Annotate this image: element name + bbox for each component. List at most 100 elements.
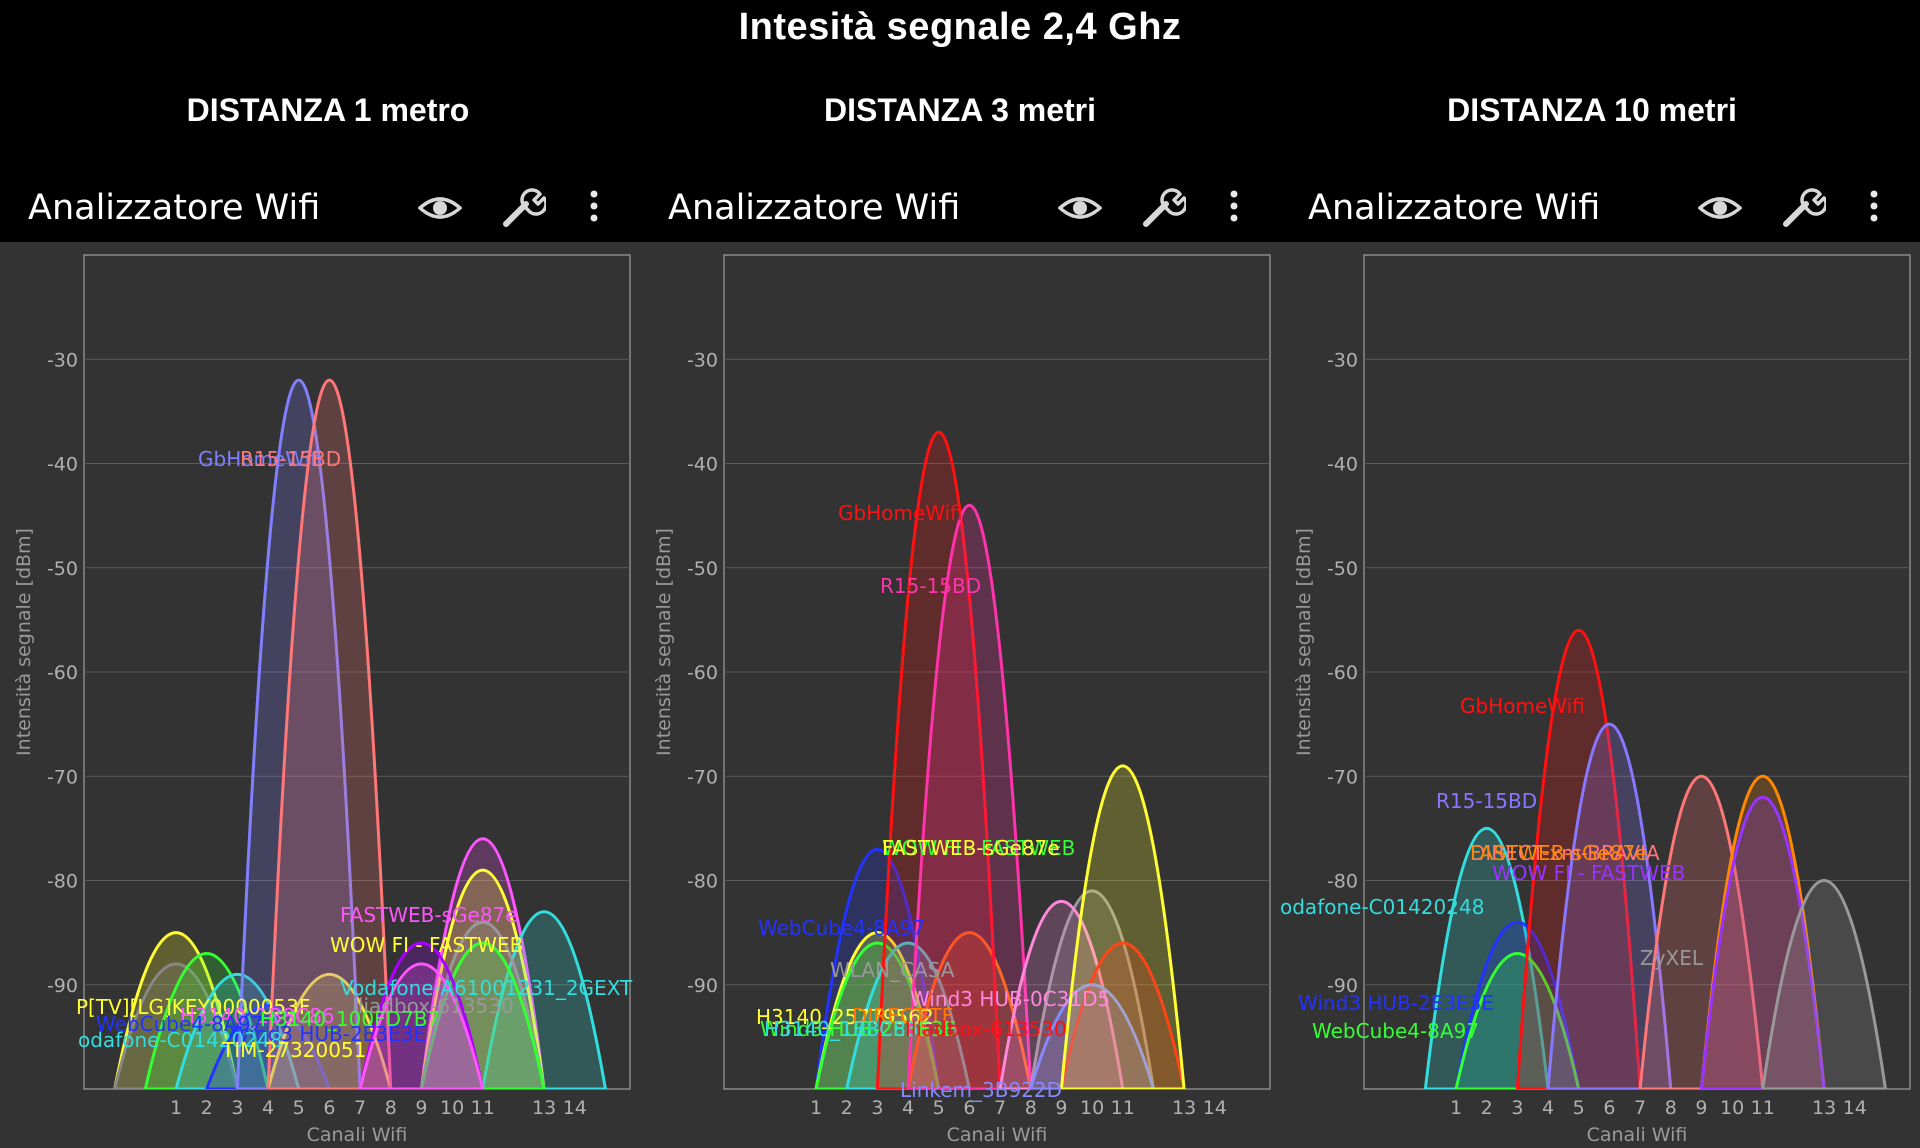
- x-tick-label: 2: [841, 1097, 853, 1119]
- signal-curve: [113, 931, 239, 1089]
- y-tick-label: -90: [687, 975, 718, 997]
- distance-label: DISTANZA 10 metri: [1447, 92, 1737, 128]
- more-vert-icon[interactable]: [1864, 188, 1904, 228]
- x-tick-label: 11: [1111, 1097, 1135, 1119]
- network-label: Wind3 HUB-2E3E3E: [1298, 991, 1494, 1015]
- distance-label: DISTANZA 1 metro: [186, 92, 470, 128]
- signal-curve: [266, 378, 393, 1089]
- y-tick-label: -70: [47, 766, 78, 788]
- x-tick-label: 10: [1720, 1097, 1744, 1119]
- signal-chart: -30 -40 -50 -60 -70 -80 -90 1 2 3 4 5 6 7 8 9 10 11 13 14 Ca…: [653, 254, 1271, 1146]
- network-label: TIM-27320051: [221, 1038, 366, 1062]
- y-tick-label: -30: [687, 349, 718, 371]
- x-tick-label: 14: [1843, 1097, 1867, 1119]
- x-tick-label: 6: [963, 1097, 975, 1119]
- y-tick-label: -30: [47, 349, 78, 371]
- x-tick-label: 13: [1812, 1097, 1836, 1119]
- y-tick-label: -80: [1327, 871, 1358, 893]
- signal-curve: [875, 431, 1002, 1089]
- network-label: odafone-C01420248: [78, 1028, 282, 1052]
- app-bar: Analizzatore Wifi: [0, 170, 640, 242]
- x-axis-title: Canali Wifi: [947, 1124, 1048, 1146]
- y-tick-label: -60: [47, 662, 78, 684]
- network-label: WOW FI - FASTWEB: [882, 836, 1075, 860]
- app-bar: Analizzatore Wifi: [1280, 170, 1920, 242]
- chart-area: -30 -40 -50 -60 -70 -80 -90 1 2 3 4 5 6 7 8 9 10 11 13 14 Ca…: [1280, 242, 1920, 1148]
- x-tick-label: 3: [871, 1097, 883, 1119]
- y-axis-title: Intensità segnale [dBm]: [653, 528, 675, 756]
- eye-icon[interactable]: [417, 188, 463, 228]
- network-label: GbHomeWifi: [1460, 694, 1585, 718]
- more-vert-icon[interactable]: [584, 188, 624, 228]
- y-tick-label: -80: [47, 871, 78, 893]
- network-label: WLAN_CASA: [830, 958, 955, 982]
- signal-curve: [814, 848, 941, 1089]
- wrench-icon[interactable]: [502, 188, 548, 228]
- network-label: Iliadbox-613530: [905, 1017, 1067, 1041]
- network-label: Wind3 HUB-0C31D5: [910, 987, 1110, 1011]
- network-label: Iliadbox-613530: [352, 994, 514, 1018]
- chart-area: -30 -40 -50 -60 -70 -80 -90 1 2 3 4 5 6 7 8 9 10 11 13 14 Ca…: [640, 242, 1280, 1148]
- x-tick-label: 4: [902, 1097, 914, 1119]
- wrench-icon[interactable]: [1142, 188, 1188, 228]
- network-label: Wind3 HUB-2E3E3E: [230, 1022, 426, 1046]
- y-tick-label: -90: [47, 975, 78, 997]
- signal-curve: [1454, 952, 1581, 1089]
- network-label: P[TV][LG]KEY0000053F: [76, 995, 310, 1019]
- panel-1m: DISTANZA 1 metro Analizzatore Wifi -30 -4…: [0, 92, 640, 1148]
- signal-chart: -30 -40 -50 -60 -70 -80 -90 1 2 3 4 5 6 7 8 9 10 11 13 14 Ca…: [1280, 254, 1911, 1146]
- eye-icon[interactable]: [1057, 188, 1103, 228]
- x-tick-label: 2: [1481, 1097, 1493, 1119]
- x-tick-label: 4: [262, 1097, 274, 1119]
- x-tick-label: 14: [563, 1097, 587, 1119]
- signal-curve: [814, 941, 941, 1089]
- x-tick-label: 1: [1450, 1097, 1462, 1119]
- x-axis-title: Canali Wifi: [1587, 1124, 1688, 1146]
- panel-3m: DISTANZA 3 metri Analizzatore Wifi -30 -4…: [640, 92, 1280, 1148]
- network-label: WebCube4-8A97: [758, 916, 925, 940]
- x-tick-label: 13: [1172, 1097, 1196, 1119]
- app-title: Analizzatore Wifi: [28, 188, 321, 228]
- signal-curve: [1059, 941, 1186, 1089]
- x-tick-label: 8: [1665, 1097, 1677, 1119]
- x-tick-label: 10: [1080, 1097, 1104, 1119]
- network-label: ZyXEL: [1640, 946, 1704, 970]
- signal-curve: [906, 931, 1033, 1089]
- network-label: WebCube4-8A97: [96, 1012, 263, 1036]
- app-title: Analizzatore Wifi: [668, 188, 961, 228]
- network-label: H3140_1B8C86: [180, 1004, 335, 1028]
- signal-curve: [419, 921, 546, 1089]
- y-tick-label: -30: [1327, 349, 1358, 371]
- x-tick-label: 3: [1511, 1097, 1523, 1119]
- eye-icon[interactable]: [1697, 188, 1743, 228]
- x-tick-label: 8: [385, 1097, 397, 1119]
- network-label: Linkem_3B922D: [900, 1078, 1062, 1102]
- signal-curve: [845, 941, 971, 1089]
- x-tick-label: 1: [170, 1097, 182, 1119]
- x-tick-label: 6: [1603, 1097, 1615, 1119]
- signal-curve: [906, 503, 1033, 1089]
- wrench-icon[interactable]: [1782, 188, 1828, 228]
- network-label: DIRECT-TF: [852, 1004, 953, 1028]
- x-tick-label: 11: [1751, 1097, 1775, 1119]
- network-label: H3140_25779562: [756, 1005, 934, 1029]
- x-tick-label: 10: [440, 1097, 464, 1119]
- signal-curve: [1546, 722, 1673, 1089]
- y-tick-label: -60: [1327, 662, 1358, 684]
- app-title: Analizzatore Wifi: [1308, 188, 1601, 228]
- x-tick-label: 14: [1203, 1097, 1227, 1119]
- network-label: WebCube4-8A97: [1312, 1019, 1479, 1043]
- x-tick-label: 2: [201, 1097, 213, 1119]
- signal-curve: [1515, 628, 1642, 1089]
- network-label: GbHomeWifi: [838, 501, 963, 525]
- signal-curve: [1059, 764, 1186, 1089]
- network-label: R15-15BD: [880, 574, 981, 598]
- y-tick-label: -80: [687, 871, 718, 893]
- x-tick-label: 7: [994, 1097, 1006, 1119]
- more-vert-icon[interactable]: [1224, 188, 1264, 228]
- x-tick-label: 7: [354, 1097, 366, 1119]
- signal-curve: [1454, 921, 1581, 1089]
- page-title: Intesità segnale 2,4 Ghz: [738, 6, 1182, 48]
- y-tick-label: -40: [1327, 454, 1358, 476]
- x-axis-title: Canali Wifi: [307, 1124, 408, 1146]
